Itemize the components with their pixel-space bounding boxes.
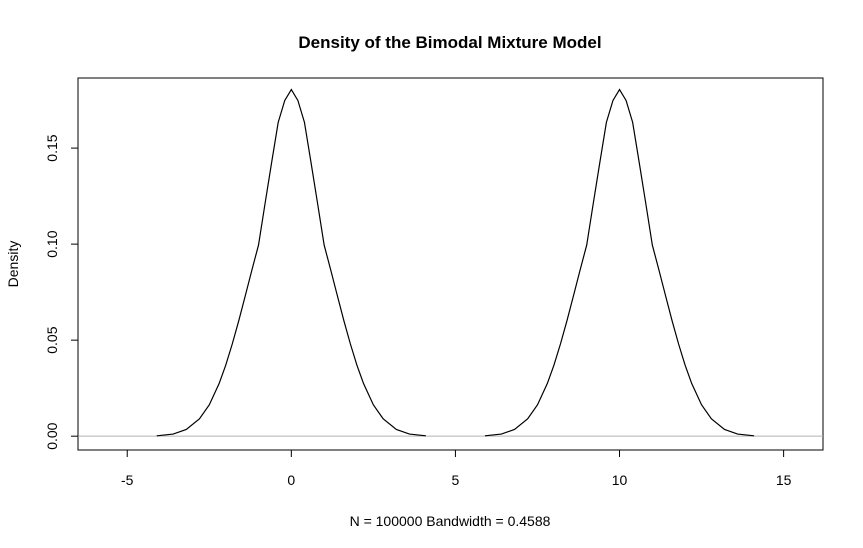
y-tick-label: 0.15 <box>44 134 60 161</box>
x-axis: -5 0 5 10 15 <box>121 449 792 488</box>
x-tick-label: -5 <box>121 472 134 488</box>
y-axis: 0.00 0.05 0.10 0.15 <box>44 134 79 450</box>
plot-frame <box>77 77 824 451</box>
y-tick-label: 0.05 <box>44 326 60 353</box>
x-axis-label: N = 100000 Bandwidth = 0.4588 <box>350 513 551 529</box>
y-tick-label: 0.00 <box>44 422 60 449</box>
chart-title: Density of the Bimodal Mixture Model <box>298 33 601 52</box>
x-tick-label: 10 <box>612 472 628 488</box>
density-curve <box>156 88 755 437</box>
y-axis-label: Density <box>5 241 21 288</box>
x-tick-label: 0 <box>287 472 295 488</box>
y-tick-label: 0.10 <box>44 230 60 257</box>
x-tick-label: 5 <box>452 472 460 488</box>
x-tick-label: 15 <box>776 472 792 488</box>
